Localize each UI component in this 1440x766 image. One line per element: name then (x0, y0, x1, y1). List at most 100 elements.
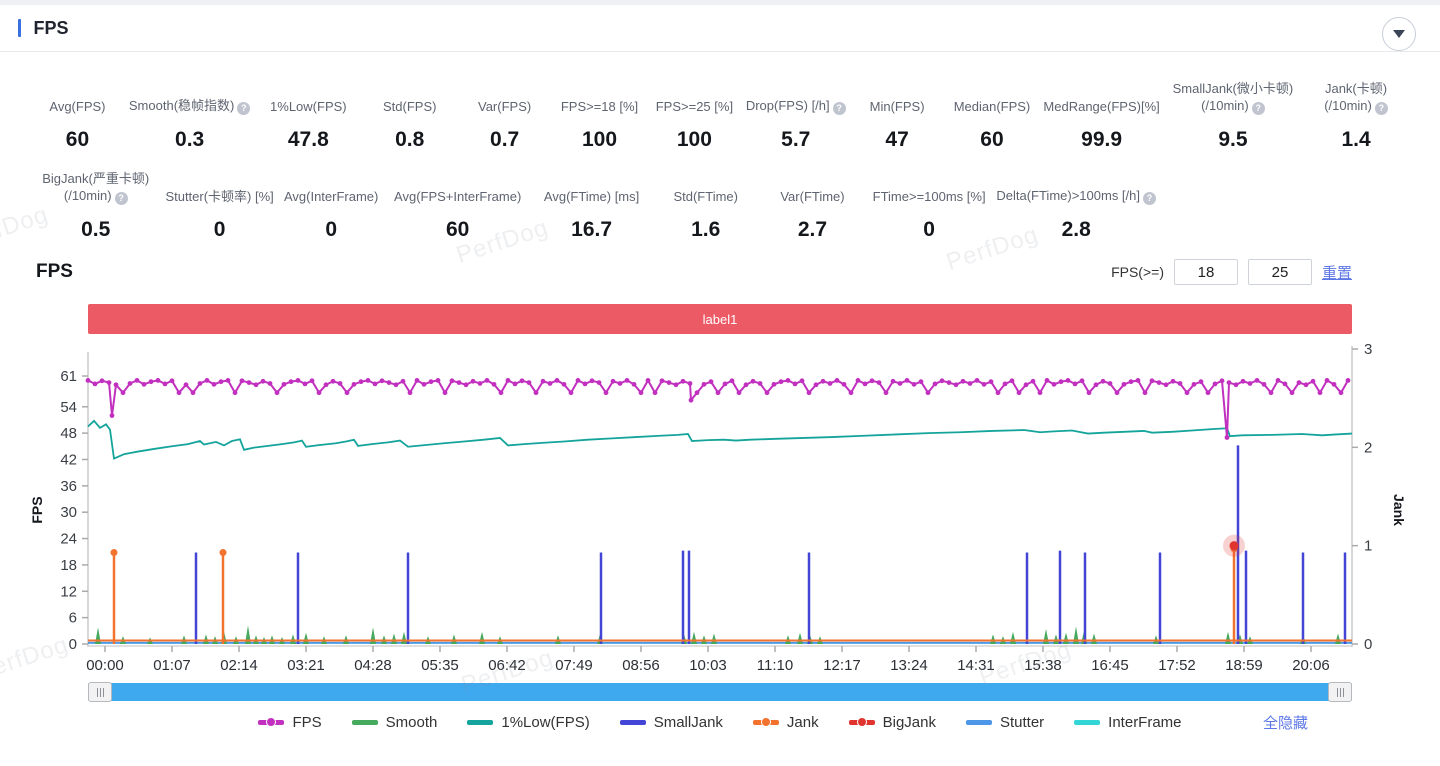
axis-text: 48 (60, 425, 77, 442)
stat: FTime>=100ms [%] 0 (866, 188, 993, 242)
series-FPS-dot (1191, 381, 1197, 387)
axis-text: 00:00 (86, 657, 124, 674)
axis-text: 16:45 (1091, 657, 1129, 674)
series-FPS-dot (911, 381, 917, 387)
series-Smooth (990, 634, 996, 644)
series-FPS-dot (680, 378, 686, 384)
series-FPS-dot (92, 381, 98, 387)
series-FPS-dot (603, 390, 609, 396)
series-FPS-dot (1065, 377, 1071, 383)
series-FPS-dot (1128, 379, 1134, 385)
fps-min-input[interactable] (1173, 259, 1238, 285)
label1-banner[interactable]: label1 (88, 304, 1352, 334)
axis-text: 0 (69, 636, 77, 653)
series-FPS-dot (470, 378, 476, 384)
series-FPS-dot (190, 390, 196, 396)
series-FPS-dot (1310, 378, 1316, 384)
axis-text: 6 (69, 610, 77, 627)
legend-item-1-low-fps-[interactable]: 1%Low(FPS) (467, 714, 590, 731)
collapse-button[interactable] (1382, 17, 1416, 51)
series-FPS-dot (239, 378, 245, 384)
series-Jank-dot (110, 549, 118, 557)
hide-all-link[interactable]: 全隐藏 (1262, 715, 1308, 732)
stat: FPS>=18 [%] 100 (552, 98, 647, 152)
stat-label: MedRange(FPS)[%] (1043, 99, 1160, 114)
stat-value: 2.8 (1061, 218, 1091, 241)
legend-item-interframe[interactable]: InterFrame (1074, 714, 1182, 731)
stat-value: 0 (325, 218, 338, 241)
help-icon[interactable]: ? (832, 102, 846, 115)
series-FPS-dot (1093, 382, 1099, 388)
scrollbar-right-handle[interactable] (1328, 682, 1352, 702)
series-FPS-dot (1240, 378, 1246, 384)
series-FPS-dot (638, 390, 644, 396)
series-FPS-dot (939, 378, 945, 384)
series-Smooth (1225, 631, 1231, 644)
stat: Smooth(稳帧指数)? 0.3 (125, 97, 254, 152)
series-FPS-dot (841, 381, 847, 387)
series-FPS-dot (806, 390, 812, 396)
legend-item-smalljank[interactable]: SmallJank (619, 714, 723, 731)
series-FPS-dot (274, 390, 280, 396)
legend-item-bigjank[interactable]: BigJank (848, 714, 936, 731)
series-1%Low(FPS) (87, 419, 1353, 460)
series-Smooth (479, 631, 485, 644)
axis-text: 06:42 (488, 657, 526, 674)
series-Smooth (391, 633, 397, 644)
chart-scrollbar-track[interactable] (88, 682, 1352, 702)
axis-text: 03:21 (287, 657, 325, 674)
series-Smooth (203, 634, 209, 644)
series-FPS-dot (421, 381, 427, 387)
stat: Min(FPS) 47 (850, 98, 945, 152)
series-FPS-dot (323, 382, 329, 388)
reset-link[interactable]: 重置 (1321, 264, 1352, 282)
series-FPS-dot (1261, 381, 1267, 387)
series-FPS-dot (631, 381, 637, 387)
legend-swatch (1074, 716, 1101, 728)
stat-value: 60 (445, 218, 470, 241)
legend-item-stutter[interactable]: Stutter (965, 714, 1044, 731)
series-FPS-dot (554, 377, 560, 383)
series-FPS-dot (855, 377, 861, 383)
stat-value: 1.6 (691, 218, 721, 241)
series-FPS-dot (1149, 378, 1155, 384)
series-FPS-dot (981, 381, 987, 387)
help-icon[interactable]: ? (1374, 102, 1388, 115)
stat-label: Var(FPS) (478, 99, 532, 114)
help-icon[interactable]: ? (114, 192, 128, 205)
legend-item-fps[interactable]: FPS (258, 714, 322, 731)
series-FPS-dot (918, 379, 924, 385)
series-FPS-dot (1072, 381, 1078, 387)
help-icon[interactable]: ? (1143, 192, 1157, 205)
series-FPS-dot (876, 380, 882, 385)
stat-label: Min(FPS) (869, 99, 925, 114)
stat-label: Delta(FTime)>100ms [/h]? (996, 187, 1157, 205)
legend-swatch (752, 716, 779, 728)
scrollbar-left-handle[interactable] (88, 682, 112, 702)
series-FPS-dot (771, 381, 777, 387)
stat: Median(FPS) 60 (945, 98, 1040, 152)
help-icon[interactable]: ? (237, 102, 251, 115)
series-FPS-dot (1224, 435, 1230, 440)
series-FPS-dot (148, 379, 154, 385)
stat: Delta(FTime)>100ms [/h]? 2.8 (992, 187, 1160, 242)
series-FPS-dot (155, 377, 161, 383)
axis-text: 08:56 (622, 657, 660, 674)
series-FPS-dot (1037, 390, 1043, 396)
series-FPS-dot (624, 377, 630, 383)
axis-text: 54 (60, 399, 77, 416)
series-FPS-dot (785, 377, 791, 383)
series-FPS-dot (617, 381, 623, 386)
stat-value: 47.8 (287, 128, 329, 151)
legend-item-jank[interactable]: Jank (752, 714, 819, 731)
help-icon[interactable]: ? (1251, 102, 1265, 115)
series-FPS-dot (792, 381, 798, 387)
series-FPS-dot (1289, 390, 1295, 396)
fps-max-input[interactable] (1247, 259, 1312, 285)
legend-item-smooth[interactable]: Smooth (351, 714, 437, 731)
series-FPS-dot (85, 377, 91, 383)
series-FPS-dot (109, 413, 115, 418)
series-FPS-dot (127, 381, 133, 386)
series-FPS-dot (120, 390, 126, 396)
